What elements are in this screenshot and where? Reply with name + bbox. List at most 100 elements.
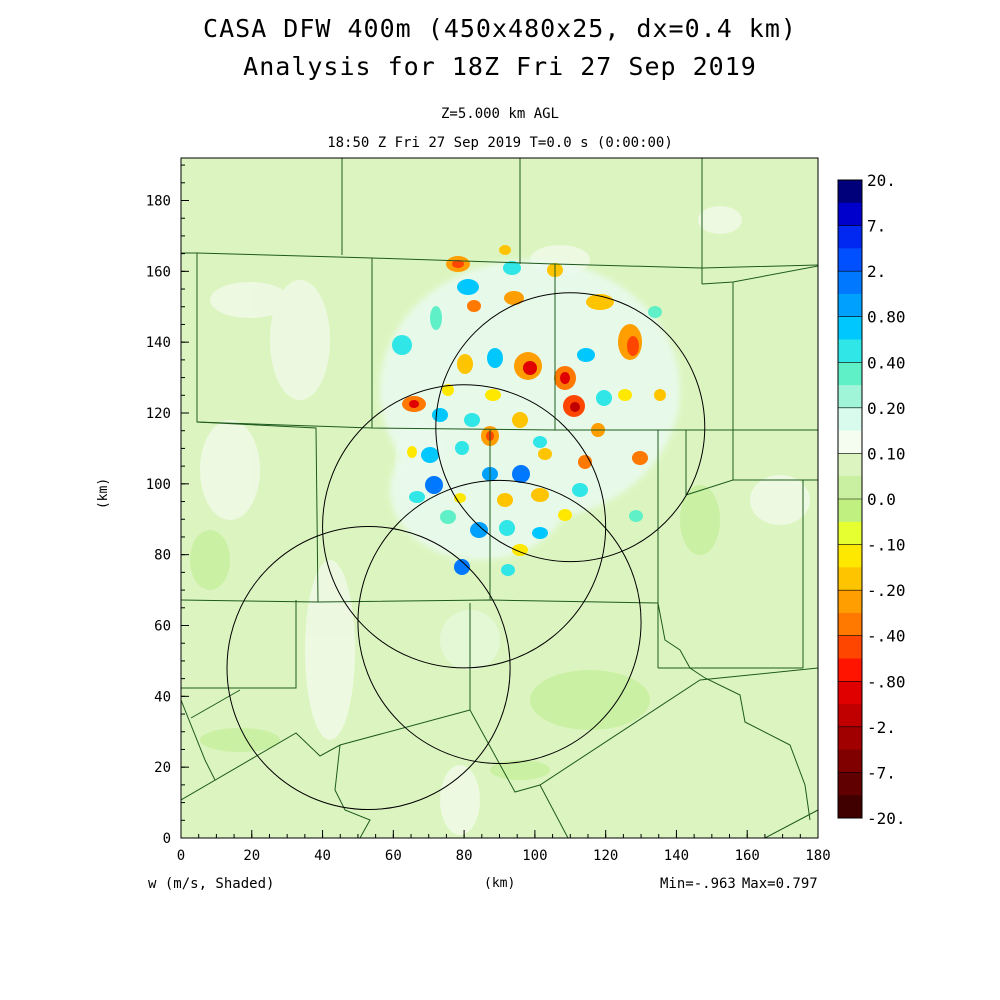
radar-range-ring — [435, 292, 706, 563]
field-green-patch — [530, 670, 650, 730]
colorbar-swatch — [838, 590, 862, 614]
field-cell-red — [558, 509, 572, 521]
county-line — [657, 602, 811, 821]
x-tick-label: 100 — [522, 848, 547, 864]
field-cell-blue — [430, 306, 442, 330]
y-tick-label: 120 — [146, 406, 171, 422]
chart-title: CASA DFW 400m (450x480x25, dx=0.4 km) — [203, 14, 797, 43]
y-tick-label: 100 — [146, 477, 171, 493]
level-label: Z=5.000 km AGL — [440, 106, 559, 122]
y-tick-label: 160 — [146, 264, 171, 280]
field-cell-blue — [392, 335, 412, 355]
county-line — [196, 421, 818, 431]
colorbar-swatch — [838, 202, 862, 227]
colorbar-label: 20. — [867, 171, 896, 190]
county-line — [539, 784, 569, 838]
colorbar-label: -.40 — [867, 627, 906, 646]
field-light-patch — [270, 280, 330, 400]
county-line — [371, 257, 818, 269]
x-tick-label: 20 — [243, 848, 260, 864]
colorbar-swatch — [838, 612, 862, 637]
field-cell-blue — [409, 491, 425, 503]
county-boundaries — [181, 158, 818, 838]
field-green-patch — [680, 485, 720, 555]
chart-subtitle: Analysis for 18Z Fri 27 Sep 2019 — [243, 52, 757, 81]
radar-range-ring — [322, 384, 607, 669]
max-value: Max=0.797 — [741, 876, 818, 892]
colorbar-swatch — [838, 681, 862, 705]
field-cell-blue — [487, 348, 503, 368]
field-cell-blue — [470, 522, 488, 538]
colorbar-label: -.10 — [867, 536, 906, 555]
min-max-readout: Min=-.963 Max=0.797 — [660, 876, 824, 892]
field-green-patch — [200, 728, 280, 752]
x-tick-label: 120 — [593, 848, 618, 864]
field-cell-blue — [457, 279, 479, 295]
colorbar-swatch — [838, 704, 862, 728]
y-axis-label: (km) — [96, 477, 112, 510]
colorbar-swatch — [838, 635, 862, 659]
county-line — [181, 699, 216, 781]
colorbar-label: -20. — [867, 809, 906, 828]
colorbar-swatch — [838, 225, 862, 249]
radar-range-ring — [357, 479, 642, 765]
field-cell-red — [452, 260, 464, 268]
county-line — [685, 479, 818, 496]
field-cell-red — [560, 372, 570, 384]
colorbar-swatch — [838, 499, 862, 523]
field-cell-blue — [440, 510, 456, 524]
colorbar-swatch — [838, 248, 862, 272]
field-cell-blue — [425, 476, 443, 494]
x-tick-label: 80 — [456, 848, 473, 864]
time-label: 18:50 Z Fri 27 Sep 2019 T=0.0 s (0:00:00… — [327, 135, 673, 151]
min-value: Min=-.963 — [660, 876, 736, 892]
county-line — [181, 600, 297, 689]
colorbar-label: 0.20 — [867, 399, 906, 418]
colorbar-label: 0.0 — [867, 490, 896, 509]
field-cell-red — [485, 389, 501, 401]
x-tick-label: 0 — [177, 848, 185, 864]
y-tick-label: 80 — [154, 548, 171, 564]
colorbar-label: 2. — [867, 262, 886, 281]
w-field — [190, 206, 810, 835]
field-cell-red — [407, 446, 417, 458]
y-tick-label: 0 — [163, 831, 171, 847]
county-line — [764, 809, 818, 838]
field-cell-red — [654, 389, 666, 401]
colorbar-swatch — [838, 430, 862, 454]
field-cell-red — [504, 291, 524, 305]
field-cell-red — [457, 354, 473, 374]
field-cell-blue — [421, 447, 439, 463]
field-cell-blue — [533, 436, 547, 448]
colorbar-label: -.80 — [867, 672, 906, 691]
colorbar: 20. 7. 2. 0.80 0.40 0.20 0.10 0.0 -.10 -.20 -.40 -.… — [837, 171, 906, 828]
x-axis: 0 20 40 60 80 100 120 140 160 180 — [177, 830, 831, 864]
colorbar-swatch — [838, 407, 862, 432]
colorbar-swatch — [838, 339, 862, 363]
field-cell-blue — [572, 483, 588, 497]
field-cell-blue — [629, 510, 643, 522]
field-green-patch — [190, 530, 230, 590]
colorbar-swatch — [838, 795, 862, 819]
county-line — [469, 603, 818, 793]
field-light-patch — [440, 765, 480, 835]
y-tick-label: 40 — [154, 689, 171, 705]
y-tick-label: 20 — [154, 760, 171, 776]
field-light-patch — [698, 206, 742, 234]
colorbar-swatch — [838, 180, 862, 204]
colorbar-label: 0.40 — [867, 353, 906, 372]
field-cell-blue — [503, 261, 521, 275]
field-cell-red — [618, 389, 632, 401]
field-cell-red — [531, 488, 549, 502]
field-cell-blue — [499, 520, 515, 536]
colorbar-label: 0.80 — [867, 308, 906, 327]
field-cell-red — [442, 384, 454, 396]
colorbar-swatch — [838, 726, 862, 751]
field-light-patch — [200, 420, 260, 520]
colorbar-swatch — [838, 293, 862, 318]
x-axis-label: (km) — [484, 876, 516, 891]
y-tick-label: 60 — [154, 619, 171, 635]
field-cell-red — [523, 361, 537, 375]
x-tick-label: 160 — [735, 848, 760, 864]
